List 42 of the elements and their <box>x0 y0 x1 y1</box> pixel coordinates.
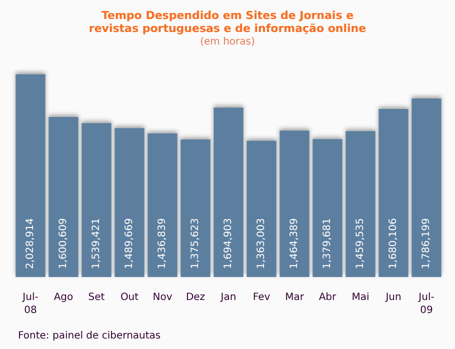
data-label: 2,028,914 <box>25 218 36 269</box>
data-label: 1,680,106 <box>388 218 399 269</box>
chart-subtitle: (em horas) <box>200 36 255 48</box>
data-label: 1,379,681 <box>322 218 333 269</box>
data-label: 1,786,199 <box>421 218 432 269</box>
x-tick-label: Jun <box>384 292 402 303</box>
bar <box>280 130 310 277</box>
bar <box>214 108 244 277</box>
data-label: 1,600,609 <box>58 218 69 269</box>
data-label: 1,459,535 <box>355 218 366 269</box>
bar <box>82 123 112 277</box>
x-tick-label: Mar <box>285 292 305 303</box>
x-tick-label: Out <box>120 292 139 303</box>
x-tick-label: Mai <box>352 292 370 303</box>
bar <box>346 131 376 277</box>
data-label: 1,363,003 <box>256 218 267 269</box>
data-label: 1,539,421 <box>91 218 102 269</box>
bar <box>48 117 78 277</box>
bar <box>312 139 342 277</box>
x-tick-label: Jan <box>220 292 236 303</box>
x-tick-label: Set <box>88 292 105 303</box>
bar <box>16 74 46 277</box>
bar <box>246 140 276 277</box>
data-label: 1,694,903 <box>223 218 234 269</box>
chart-title: Tempo Despendido em Sites de Jornais e revistas portuguesas e de informação online <box>88 9 366 35</box>
x-tick-label: Dez <box>186 292 206 303</box>
source-note: Fonte: painel de cibernautas <box>18 330 161 342</box>
x-tick-label: Ago <box>54 292 74 303</box>
bar <box>412 98 442 277</box>
data-label: 1,436,839 <box>157 218 168 269</box>
bar <box>114 128 144 277</box>
bar <box>378 109 408 277</box>
bar <box>180 139 210 277</box>
x-tick-label: Abr <box>318 292 338 303</box>
data-label: 1,464,389 <box>289 218 300 269</box>
x-tick-label: Fev <box>252 292 270 303</box>
x-tick-label: Nov <box>152 292 172 303</box>
bar <box>148 133 178 277</box>
data-label: 1,375,623 <box>190 218 201 269</box>
x-tick-label: Jul- 08 <box>22 292 39 316</box>
data-label: 1,489,669 <box>124 218 135 269</box>
x-tick-label: Jul- 09 <box>418 292 435 316</box>
